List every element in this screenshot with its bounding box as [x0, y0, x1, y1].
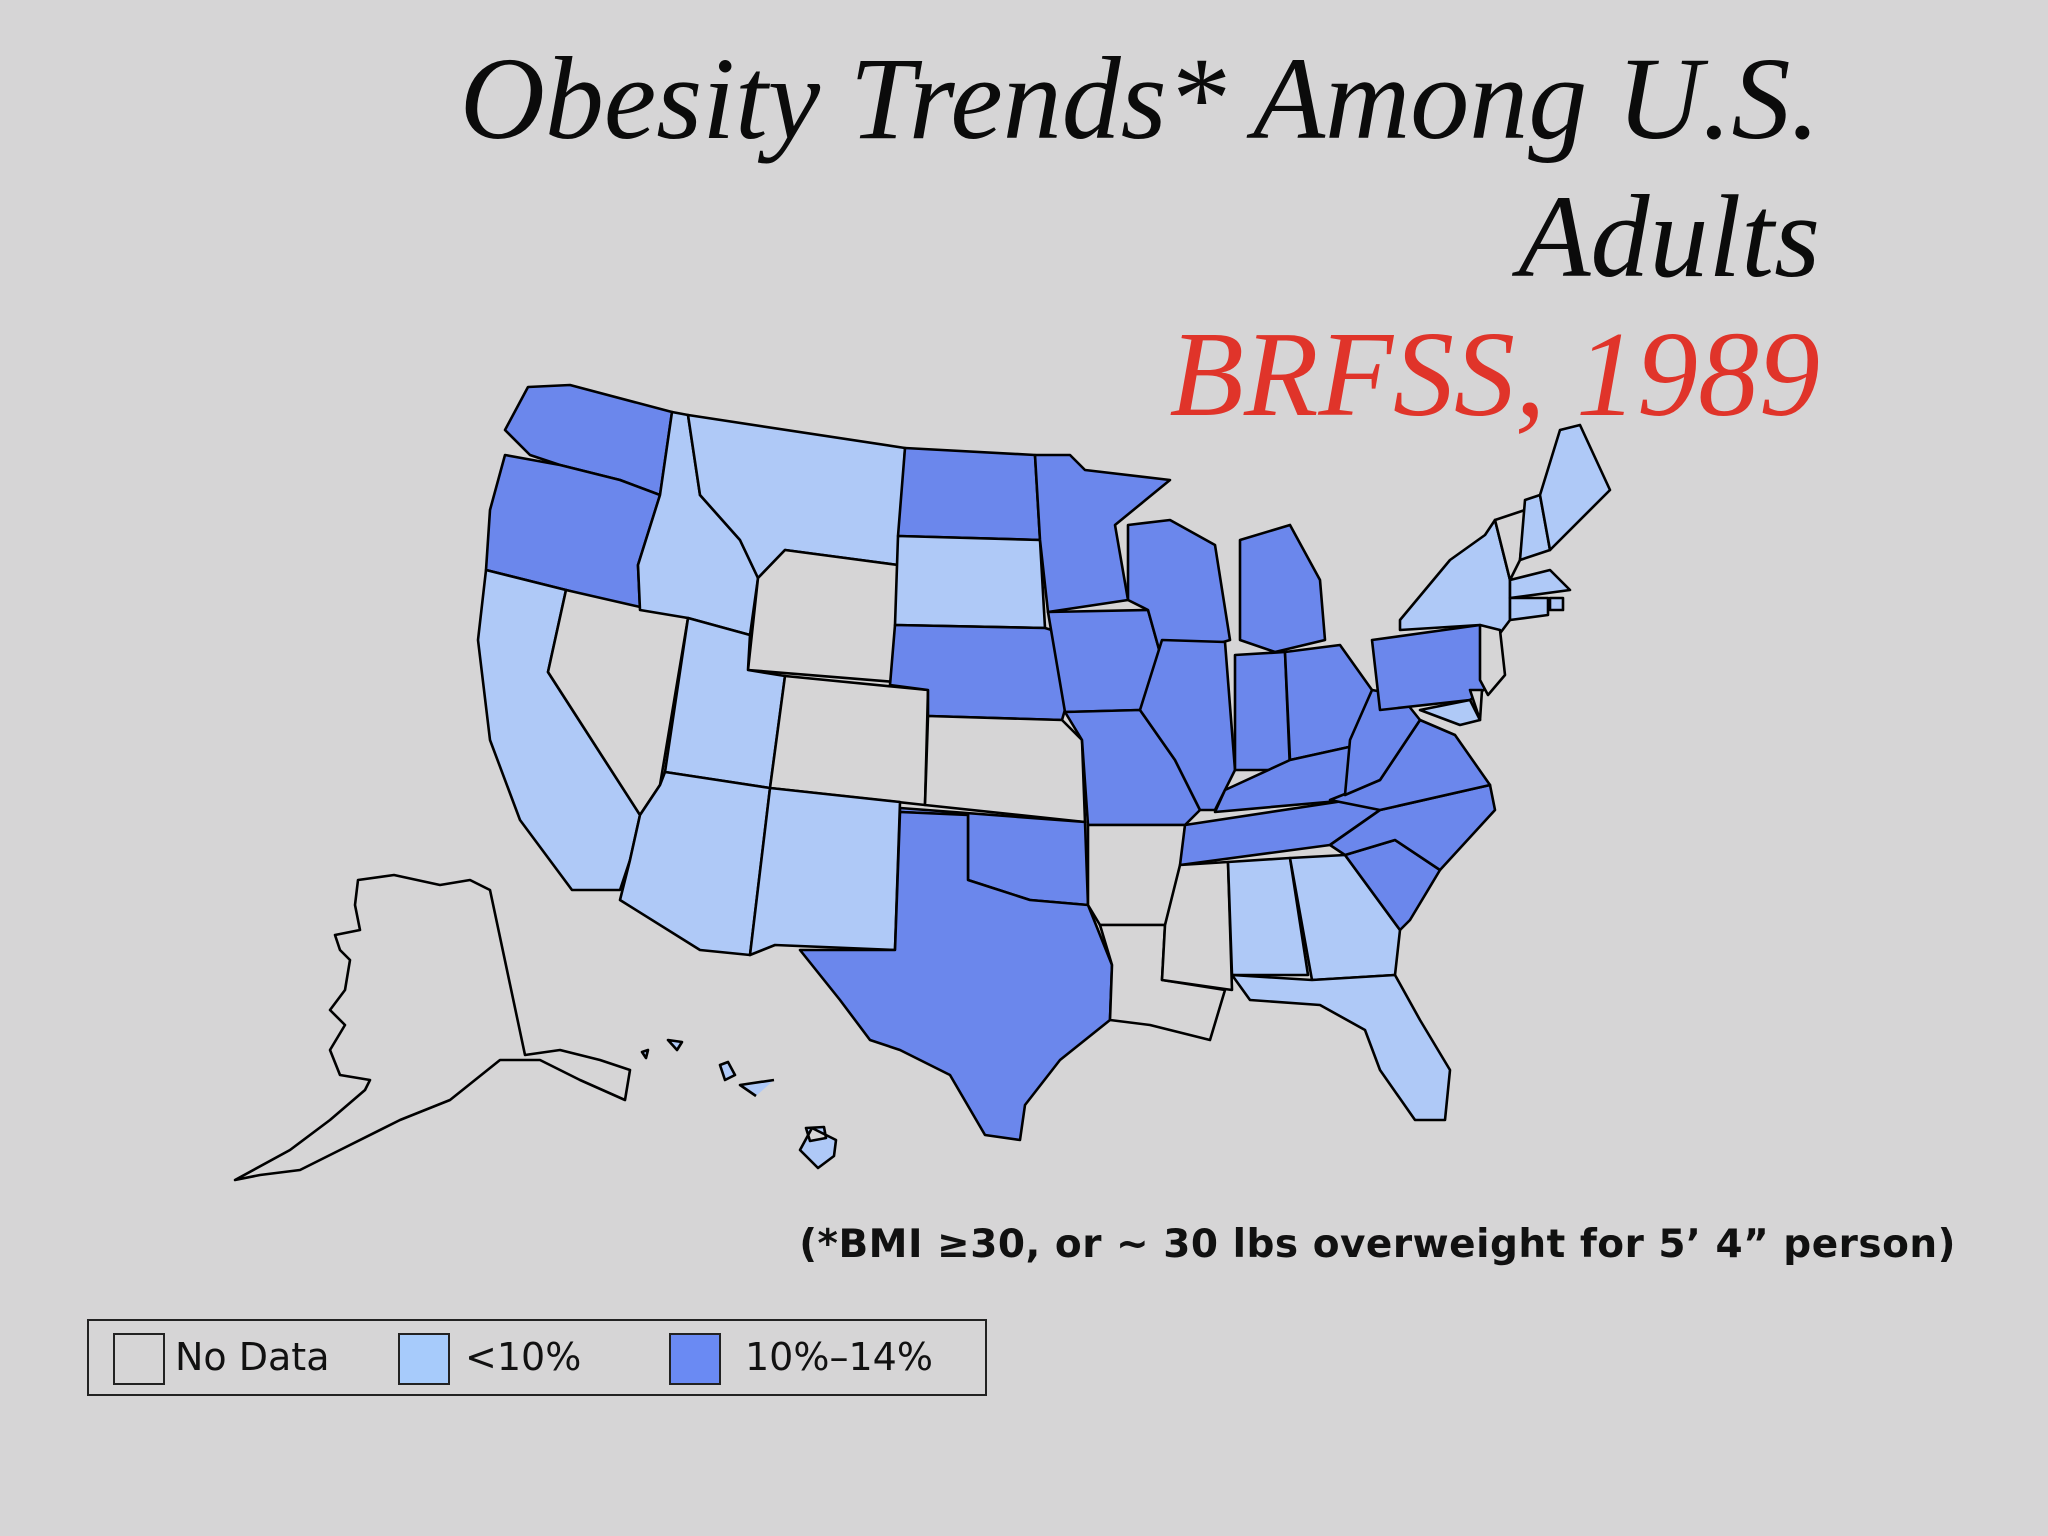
state-wv: [1343, 688, 1422, 797]
state-il: [1138, 638, 1237, 812]
state-ri: [1548, 596, 1565, 612]
state-pa: [1370, 623, 1499, 712]
legend-swatch-no-data: [113, 1333, 165, 1385]
legend-label-under-10: <10%: [465, 1335, 582, 1379]
state-mn: [1033, 453, 1172, 614]
state-ma: [1508, 568, 1572, 600]
state-me: [1538, 423, 1612, 552]
state-ak: [233, 873, 632, 1182]
legend-label-10-to-14: 10%–14%: [745, 1335, 933, 1379]
title-subtitle-brfss-year: BRFSS, 1989: [1169, 307, 1820, 442]
state-co: [768, 674, 930, 807]
state-ct: [1508, 596, 1550, 622]
state-sd: [893, 534, 1047, 630]
state-wy: [746, 548, 900, 684]
state-nj: [1478, 623, 1507, 697]
legend-swatch-under-10: [398, 1333, 450, 1385]
state-in: [1233, 650, 1292, 772]
state-nm: [748, 786, 902, 957]
state-tx: [798, 810, 1114, 1142]
state-hi: [640, 1038, 838, 1170]
state-ny: [1398, 518, 1512, 642]
state-de: [1468, 688, 1484, 722]
state-al: [1226, 856, 1310, 977]
state-ks: [923, 714, 1087, 824]
state-fl: [1230, 973, 1452, 1122]
state-ms: [1160, 860, 1234, 992]
title-line-1: Obesity Trends* Among U.S.: [459, 33, 1820, 164]
map-legend: No Data <10% 10%–14%: [87, 1319, 987, 1396]
title-line-2: Adults: [1518, 171, 1820, 302]
state-ga: [1288, 853, 1402, 982]
bmi-footnote: (*BMI ≥30, or ~ 30 lbs overweight for 5’…: [799, 1222, 1956, 1267]
legend-label-no-data: No Data: [175, 1335, 330, 1379]
state-md: [1418, 698, 1482, 727]
state-nd: [896, 446, 1042, 542]
legend-swatch-10-to-14: [669, 1333, 721, 1385]
state-mi: [1238, 523, 1327, 654]
